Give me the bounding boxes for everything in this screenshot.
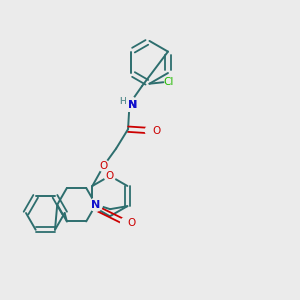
Circle shape: [98, 160, 109, 171]
Text: N: N: [128, 100, 138, 110]
Circle shape: [89, 198, 102, 211]
Circle shape: [104, 170, 116, 182]
Circle shape: [122, 97, 137, 111]
Text: N: N: [91, 200, 101, 210]
Text: O: O: [100, 161, 108, 171]
Text: O: O: [106, 171, 114, 181]
Text: O: O: [128, 218, 136, 228]
Text: Cl: Cl: [164, 77, 174, 87]
Circle shape: [145, 125, 157, 136]
Text: O: O: [152, 126, 161, 136]
Text: H: H: [120, 97, 126, 106]
Text: N: N: [128, 100, 138, 110]
Circle shape: [121, 217, 132, 229]
Text: H: H: [120, 97, 126, 106]
